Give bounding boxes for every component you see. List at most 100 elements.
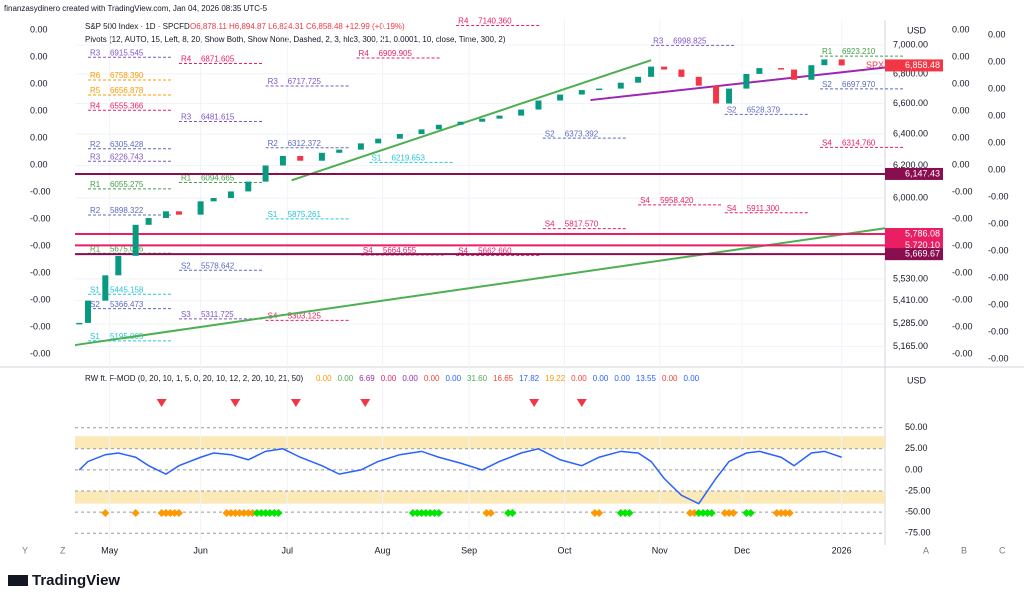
marker — [694, 509, 703, 517]
y-tick-label: -50.00 — [905, 507, 931, 517]
legend-value: 19.22 — [545, 374, 566, 383]
marker — [590, 509, 599, 517]
right-scale-label: -0.00 — [988, 245, 1009, 255]
candle — [357, 143, 364, 150]
y-tick-label: 7,000.00 — [893, 40, 928, 50]
trendline — [291, 59, 652, 182]
right-scale-label: 0.00 — [952, 132, 970, 142]
marker — [707, 509, 716, 517]
y-tick-label: 0.00 — [905, 464, 923, 474]
pivot-label: R2 — [268, 139, 279, 148]
candle — [115, 255, 122, 276]
pivot-label: S1 — [90, 332, 100, 341]
x-tick-label: Jul — [281, 545, 293, 555]
legend-value: 0.00 — [614, 374, 630, 383]
y-tick-label: 5,530.00 — [893, 273, 928, 283]
candle — [84, 300, 91, 323]
marker — [161, 509, 170, 517]
pivot-label: R1 — [181, 174, 192, 183]
candle — [102, 275, 109, 301]
pivot-label: S4 — [640, 196, 650, 205]
pivot-label: R4 — [458, 17, 469, 26]
y-tick-label: 6,200.00 — [893, 160, 928, 170]
y-tick-label: -25.00 — [905, 485, 931, 495]
marker — [434, 509, 443, 517]
level-tag — [885, 167, 943, 180]
marker — [222, 509, 231, 517]
pivot-label: R4 — [181, 55, 192, 64]
x-tick-label: Nov — [652, 545, 669, 555]
candle — [791, 69, 798, 80]
trendline — [74, 227, 886, 347]
level-label: 6,147.43 — [905, 168, 940, 178]
marker — [690, 509, 699, 517]
x-tick-label: Oct — [557, 545, 572, 555]
left-scale-label: -0.00 — [30, 294, 51, 304]
marker — [235, 509, 244, 517]
right-scale-label: -0.00 — [952, 321, 973, 331]
right-scale-label: -0.00 — [988, 353, 1009, 363]
marker — [421, 509, 430, 517]
marker — [257, 509, 266, 517]
triangle — [230, 399, 241, 407]
axis-button: C — [999, 545, 1006, 555]
legend-value: 6.69 — [359, 374, 375, 383]
candle — [336, 149, 343, 153]
right-scale-label: 0.00 — [988, 56, 1006, 66]
pivot-label: S2 — [727, 105, 737, 114]
marker — [482, 509, 491, 517]
pivot-label: S4 — [727, 204, 737, 213]
candle — [695, 76, 702, 86]
marker — [231, 509, 240, 517]
pivot-value: 6528.379 — [747, 105, 781, 114]
candle — [648, 66, 655, 77]
y-tick-label: 6,400.00 — [893, 128, 928, 138]
x-tick-label: 2026 — [832, 545, 852, 555]
candle — [457, 121, 464, 125]
pivot-label: S2 — [181, 261, 191, 270]
marker — [781, 509, 790, 517]
pivot-label: S4 — [822, 138, 832, 147]
legend-value: 0.00 — [593, 374, 609, 383]
marker — [408, 509, 417, 517]
pivot-label: S4 — [363, 246, 373, 255]
candle — [227, 191, 234, 199]
candle — [197, 201, 204, 215]
legend-value: 0.00 — [316, 374, 332, 383]
marker — [777, 509, 786, 517]
pivot-value: 6871.605 — [201, 55, 235, 64]
pivot-value: 7140.360 — [478, 17, 512, 26]
pivot-label: R2 — [90, 206, 101, 215]
y-tick-label: 50.00 — [905, 422, 928, 432]
level-label: 5,669.67 — [905, 249, 940, 259]
pivot-value: 6915.545 — [110, 48, 144, 57]
axis-button: Y — [22, 545, 28, 555]
left-scale-label: -0.00 — [30, 186, 51, 196]
ohlc: O6,878.11 H6,894.87 L6,824.31 C6,858.48 … — [190, 22, 405, 31]
pivot-value: 5898.322 — [110, 206, 144, 215]
marker — [616, 509, 625, 517]
candle — [396, 134, 403, 139]
pivot-value: 5958.420 — [660, 196, 694, 205]
indicator-title: RW ft. F-MOD (0, 20, 10, 1, 5, 0, 20, 10… — [85, 374, 304, 383]
x-tick-label: Dec — [734, 545, 751, 555]
pivot-label: R1 — [90, 244, 101, 253]
marker — [166, 509, 175, 517]
y-tick-label: 5,410.00 — [893, 295, 928, 305]
left-scale-label: 0.00 — [30, 51, 48, 61]
pivot-label: S3 — [181, 310, 191, 319]
right-scale-label: 0.00 — [952, 159, 970, 169]
right-scale-label: -0.00 — [988, 218, 1009, 228]
marker — [729, 509, 738, 517]
candle — [821, 59, 828, 66]
left-scale-label: 0.00 — [30, 24, 48, 34]
legend-value: 0.00 — [571, 374, 587, 383]
y-tick-label: 6,600.00 — [893, 98, 928, 108]
legend-value: 31.60 — [467, 374, 488, 383]
candle — [518, 109, 525, 116]
pivot-value: 6094.665 — [201, 174, 235, 183]
triangle — [156, 399, 167, 407]
x-tick-label: Jun — [193, 545, 208, 555]
pivot-value: 6314.760 — [842, 138, 876, 147]
